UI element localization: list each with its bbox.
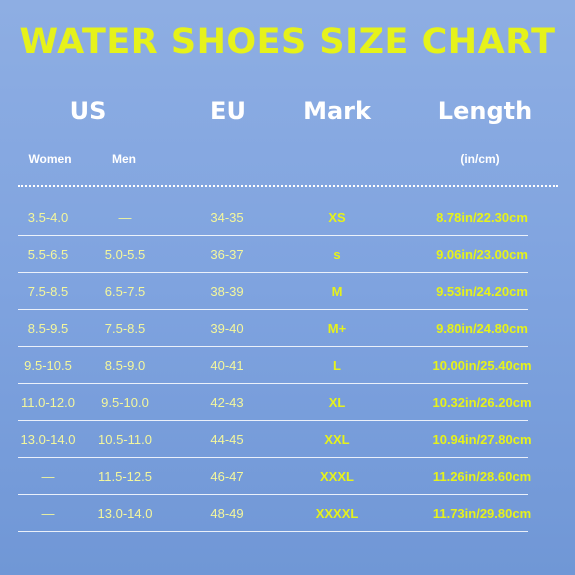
header-divider	[18, 185, 558, 187]
cell-length: 10.32in/26.20cm	[432, 395, 532, 410]
cell-men: 6.5-7.5	[104, 284, 146, 299]
cell-length: 9.80in/24.80cm	[436, 321, 528, 336]
cell-eu: 36-37	[210, 247, 244, 262]
table-row: — 11.5-12.5 46-47 XXXL 11.26in/28.60cm	[0, 459, 575, 495]
cell-women: 9.5-10.5	[24, 358, 72, 373]
header-mark: Mark	[303, 97, 371, 125]
row-divider	[18, 531, 528, 532]
row-divider	[18, 346, 528, 347]
cell-men: 8.5-9.0	[104, 358, 146, 373]
header-length: Length	[437, 97, 533, 125]
table-row: 11.0-12.0 9.5-10.0 42-43 XL 10.32in/26.20cm	[0, 385, 575, 421]
cell-mark: XS	[328, 210, 346, 225]
cell-men: 5.0-5.5	[104, 247, 146, 262]
cell-men: —	[118, 210, 132, 225]
table-row: — 13.0-14.0 48-49 XXXXL 11.73in/29.80cm	[0, 496, 575, 532]
cell-women: 11.0-12.0	[21, 395, 75, 410]
row-divider	[18, 457, 528, 458]
row-divider	[18, 272, 528, 273]
cell-mark: M+	[327, 321, 347, 336]
cell-eu: 44-45	[210, 432, 244, 447]
table-row: 3.5-4.0 — 34-35 XS 8.78in/22.30cm	[0, 200, 575, 236]
cell-men: 11.5-12.5	[98, 469, 152, 484]
table-row: 7.5-8.5 6.5-7.5 38-39 M 9.53in/24.20cm	[0, 274, 575, 310]
cell-length: 10.00in/25.40cm	[432, 358, 532, 373]
cell-eu: 42-43	[210, 395, 244, 410]
cell-length: 11.73in/29.80cm	[432, 506, 532, 521]
cell-mark: XXXXL	[315, 506, 359, 521]
cell-eu: 48-49	[210, 506, 244, 521]
cell-women: 3.5-4.0	[27, 210, 69, 225]
subheader-length-unit: (in/cm)	[460, 152, 500, 166]
cell-women: 5.5-6.5	[27, 247, 69, 262]
cell-women: 7.5-8.5	[27, 284, 69, 299]
cell-women: —	[41, 469, 55, 484]
chart-title: WATER SHOES SIZE CHART	[19, 22, 556, 62]
cell-women: 13.0-14.0	[20, 432, 76, 447]
cell-mark: s	[333, 247, 341, 262]
cell-length: 10.94in/27.80cm	[432, 432, 532, 447]
cell-mark: L	[333, 358, 341, 373]
cell-mark: M	[331, 284, 343, 299]
cell-length: 8.78in/22.30cm	[436, 210, 528, 225]
cell-eu: 34-35	[210, 210, 244, 225]
cell-length: 11.26in/28.60cm	[432, 469, 532, 484]
header-eu: EU	[210, 97, 246, 125]
cell-mark: XXL	[324, 432, 350, 447]
header-us: US	[69, 97, 107, 125]
cell-women: 8.5-9.5	[27, 321, 69, 336]
row-divider	[18, 235, 528, 236]
row-divider	[18, 383, 528, 384]
cell-men: 13.0-14.0	[97, 506, 153, 521]
cell-eu: 46-47	[210, 469, 244, 484]
cell-men: 10.5-11.0	[98, 432, 152, 447]
row-divider	[18, 309, 528, 310]
cell-eu: 39-40	[210, 321, 244, 336]
subheader-men: Men	[112, 152, 136, 166]
table-row: 13.0-14.0 10.5-11.0 44-45 XXL 10.94in/27.80c…	[0, 422, 575, 458]
cell-mark: XXXL	[320, 469, 354, 484]
cell-length: 9.53in/24.20cm	[436, 284, 528, 299]
table-row: 5.5-6.5 5.0-5.5 36-37 s 9.06in/23.00cm	[0, 237, 575, 273]
table-row: 9.5-10.5 8.5-9.0 40-41 L 10.00in/25.40cm	[0, 348, 575, 384]
subheader-women: Women	[28, 152, 72, 166]
cell-women: —	[41, 506, 55, 521]
table-row: 8.5-9.5 7.5-8.5 39-40 M+ 9.80in/24.80cm	[0, 311, 575, 347]
cell-eu: 40-41	[210, 358, 244, 373]
row-divider	[18, 420, 528, 421]
cell-length: 9.06in/23.00cm	[436, 247, 528, 262]
row-divider	[18, 494, 528, 495]
cell-mark: XL	[328, 395, 346, 410]
cell-men: 9.5-10.0	[101, 395, 149, 410]
cell-men: 7.5-8.5	[104, 321, 146, 336]
cell-eu: 38-39	[210, 284, 244, 299]
